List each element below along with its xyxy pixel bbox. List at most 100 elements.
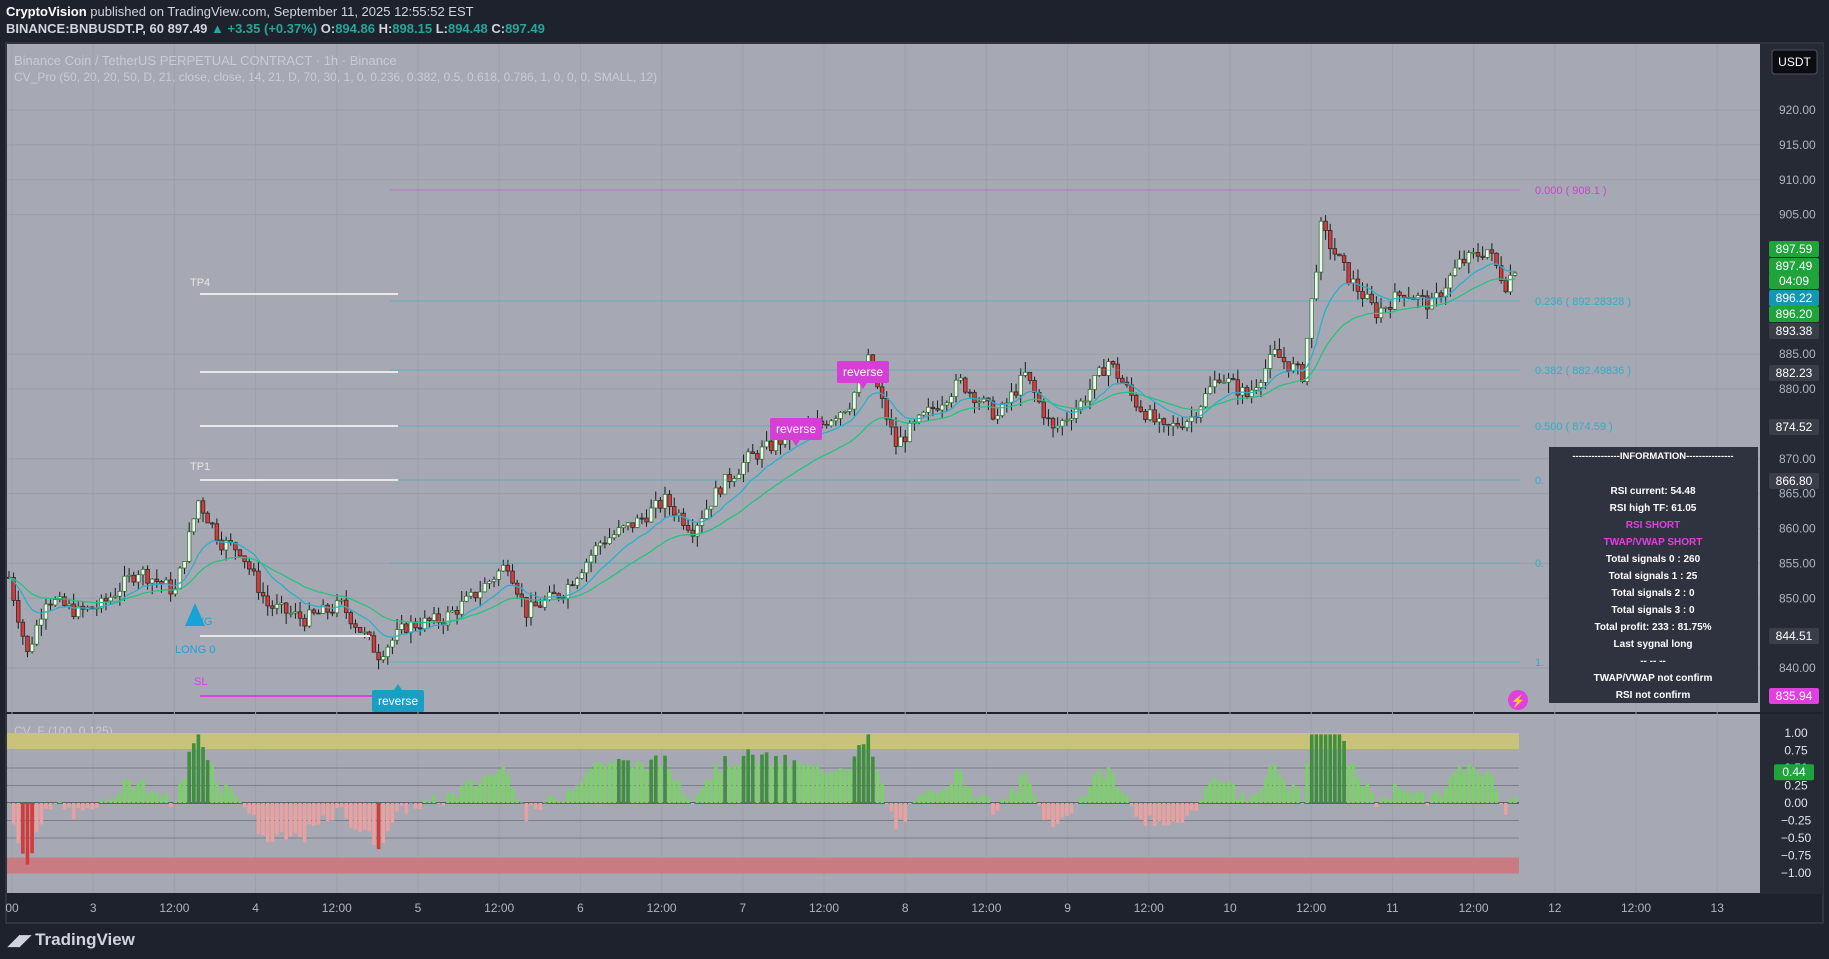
osc-bar-positive: [1005, 798, 1009, 803]
candle-up: [953, 379, 959, 397]
osc-tick-label: −0.25: [1781, 814, 1812, 828]
osc-bar-positive: [1453, 771, 1457, 803]
publisher-name[interactable]: CryptoVision: [6, 4, 87, 19]
osc-bar-negative: [330, 803, 335, 821]
currency-button[interactable]: USDT: [1771, 49, 1818, 75]
candle-up: [307, 609, 312, 627]
candle-down: [270, 605, 275, 609]
osc-bar-positive: [723, 756, 727, 803]
candle-up: [1512, 272, 1518, 276]
candle-up: [1212, 379, 1217, 388]
candle-down: [1027, 371, 1033, 381]
candle-down: [755, 453, 760, 460]
osc-bar-positive: [1014, 792, 1018, 803]
symbol-line: BINANCE:BNBUSDT.P, 60 897.49 ▲ +3.35 (+0…: [6, 21, 545, 36]
candle-down: [893, 426, 899, 447]
osc-bar-positive: [1319, 734, 1323, 803]
candle-up: [66, 603, 72, 606]
price-tick-label: 865.00: [1779, 487, 1816, 501]
osc-bar-positive: [926, 789, 931, 803]
osc-bar-positive: [1254, 793, 1259, 803]
osc-bar-negative: [1374, 803, 1379, 808]
candle-down: [727, 473, 732, 482]
candle-down: [824, 423, 829, 427]
osc-bar-positive: [1217, 781, 1222, 803]
osc-bar-positive: [141, 779, 145, 803]
price-badge: 874.52: [1769, 419, 1819, 435]
info-panel-line: TWAP/VWAP not confirm: [1594, 673, 1713, 684]
candle-down: [219, 539, 224, 551]
osc-bar-negative: [1129, 803, 1134, 806]
osc-bar-negative: [884, 803, 889, 805]
osc-bar-positive: [626, 760, 630, 803]
low-value: 894.48: [447, 21, 488, 36]
footer-brand: ◢◤ TradingView: [8, 930, 135, 950]
osc-bar-positive: [695, 794, 700, 803]
price-tick-label: 880.00: [1779, 382, 1816, 396]
osc-bar-positive: [1000, 798, 1005, 803]
osc-bar-positive: [1356, 777, 1360, 803]
candle-down: [348, 612, 354, 625]
signal-reverse-tag: reverse: [372, 684, 424, 712]
candle-up: [501, 564, 506, 572]
osc-bar-positive: [801, 765, 806, 803]
osc-bar-negative: [367, 803, 372, 832]
osc-bar-negative: [390, 803, 395, 823]
candle-up: [464, 595, 469, 602]
symbol-name[interactable]: BINANCE:BNBUSDT.P, 60: [6, 21, 164, 36]
candle-down: [718, 487, 723, 495]
osc-bar-positive: [1240, 792, 1245, 803]
osc-bar-positive: [750, 754, 755, 803]
price-badge-label: 896.20: [1776, 307, 1813, 321]
osc-bar-positive: [681, 793, 686, 803]
price-badge: 897.59: [1769, 241, 1819, 257]
time-tick-label: 12:00: [809, 901, 839, 915]
osc-bar-negative: [1503, 803, 1508, 815]
osc-bar-negative: [908, 803, 912, 804]
osc-bar-negative: [76, 803, 81, 809]
candle-up: [431, 613, 437, 621]
candle-down: [1346, 262, 1351, 284]
osc-bar-positive: [1328, 734, 1333, 803]
candle-up: [223, 540, 229, 551]
candle-down: [48, 603, 53, 606]
candle-up: [1078, 400, 1083, 410]
osc-bar-positive: [653, 755, 658, 803]
tradingview-logo-icon: ◢◤: [8, 932, 32, 949]
candle-down: [1161, 418, 1167, 425]
osc-bar-positive: [552, 797, 556, 803]
price-change: +3.35 (+0.37%): [227, 21, 318, 36]
osc-bar-positive: [944, 788, 949, 803]
price-axis-background: [1760, 44, 1823, 894]
osc-bar-positive: [127, 780, 131, 803]
candle-up: [140, 568, 146, 576]
signal-tag-label: reverse: [776, 422, 816, 436]
osc-bar-positive: [215, 781, 219, 803]
candle-down: [103, 597, 109, 602]
osc-bar-negative: [524, 803, 529, 822]
osc-bar-positive: [880, 783, 884, 803]
candle-down: [154, 578, 160, 582]
candle-down: [903, 436, 908, 443]
candle-up: [52, 599, 58, 606]
candle-up: [150, 578, 155, 584]
price-tick-label: 920.00: [1779, 103, 1816, 117]
candle-down: [1494, 252, 1499, 266]
osc-bar-negative: [1139, 803, 1143, 820]
osc-bar-positive: [1439, 795, 1443, 803]
osc-bar-positive: [478, 782, 483, 803]
osc-bar-positive: [1125, 795, 1129, 803]
osc-bar-positive: [1448, 777, 1453, 803]
osc-bar-positive: [746, 749, 750, 803]
candle-up: [182, 561, 187, 569]
osc-bar-positive: [1032, 796, 1037, 803]
candle-down: [214, 523, 220, 541]
price-tick-label: 850.00: [1779, 591, 1816, 605]
osc-bar-positive: [182, 777, 187, 803]
price-badge: 896.22: [1769, 290, 1819, 306]
osc-bar-negative: [247, 803, 252, 814]
osc-bar-negative: [1037, 803, 1041, 806]
osc-bar-positive: [459, 785, 464, 803]
osc-bar-positive: [1115, 787, 1120, 803]
